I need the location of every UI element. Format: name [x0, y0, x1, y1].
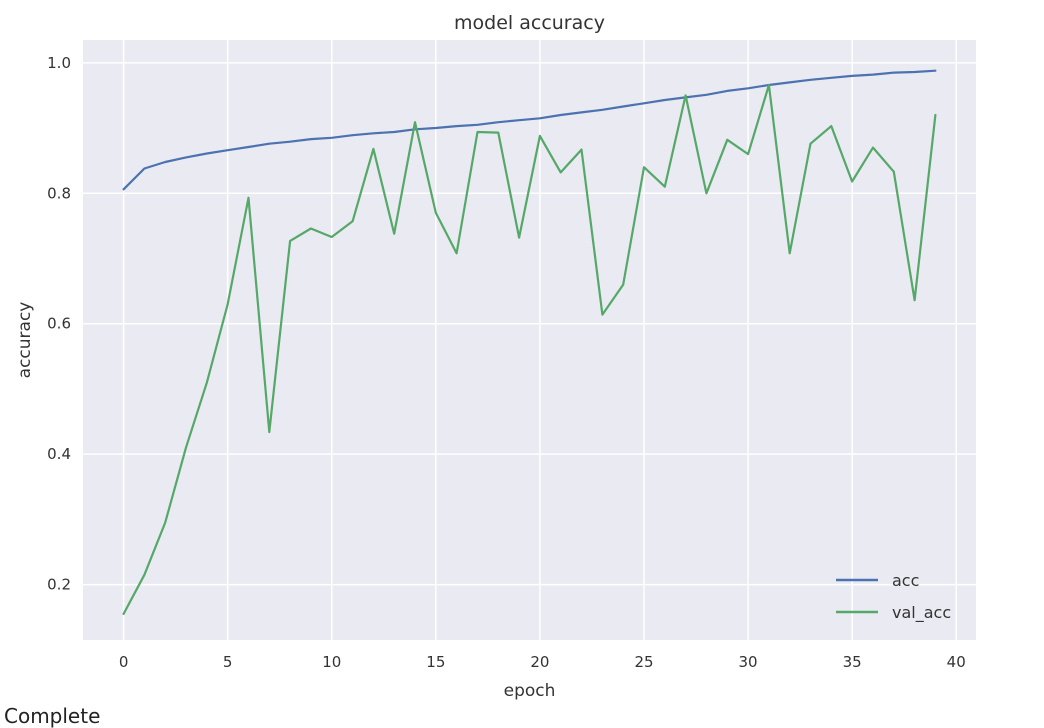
x-tick-label: 35 [843, 653, 862, 671]
x-tick-label: 0 [119, 653, 129, 671]
plot-area [83, 40, 976, 640]
y-tick-label: 0.8 [47, 184, 71, 202]
y-tick-label: 1.0 [47, 54, 71, 72]
y-tick-labels: 0.2 0.4 0.6 0.8 1.0 [47, 54, 71, 594]
grid [83, 40, 976, 640]
series-line-acc [122, 69, 937, 191]
x-tick-label: 40 [947, 653, 966, 671]
x-tick-labels: 0 5 10 15 20 25 30 35 40 [119, 653, 966, 671]
y-tick-label: 0.6 [47, 315, 71, 333]
y-axis-label: accuracy [15, 302, 35, 379]
y-tick-label: 0.2 [47, 576, 71, 594]
x-tick-label: 15 [426, 653, 445, 671]
legend-label-acc: acc [892, 571, 919, 590]
x-tick-label: 25 [634, 653, 653, 671]
series-line-val-acc [122, 83, 937, 616]
x-tick-label: 20 [530, 653, 549, 671]
x-tick-label: 10 [322, 653, 341, 671]
x-tick-label: 30 [739, 653, 758, 671]
legend-label-val-acc: val_acc [892, 603, 951, 623]
legend: acc val_acc [836, 571, 951, 623]
chart-title: model accuracy [454, 12, 605, 34]
series-lines [122, 69, 937, 616]
x-tick-label: 5 [223, 653, 233, 671]
x-axis-label: epoch [504, 681, 556, 701]
y-tick-label: 0.4 [47, 445, 71, 463]
status-text: Complete [4, 704, 101, 728]
